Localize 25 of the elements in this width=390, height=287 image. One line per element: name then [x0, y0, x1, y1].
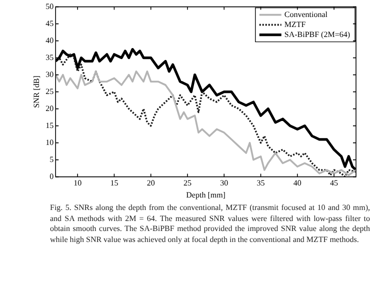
y-tick-label: 0 — [50, 172, 54, 181]
legend-label: SA-BiPBF (2M=64) — [284, 30, 350, 39]
y-tick-label: 25 — [46, 86, 54, 96]
x-tick-label: 10 — [74, 178, 82, 188]
y-tick-label: 35 — [46, 52, 54, 62]
x-tick-label: 25 — [183, 178, 192, 188]
x-tick-label: 15 — [110, 178, 118, 188]
x-tick-label: 45 — [330, 178, 338, 188]
y-tick-label: 45 — [46, 18, 54, 28]
x-axis-title: Depth [mm] — [186, 190, 226, 200]
y-tick-label: 10 — [46, 138, 54, 147]
y-tick-label: 15 — [46, 120, 54, 130]
x-tick-label: 35 — [256, 178, 265, 188]
y-tick-label: 50 — [46, 2, 54, 11]
caption: Fig. 5. SNRs along the depth from the conventional, MZTF (transmit focused at 10 and 30 mm), and SA methods with 2M = 64. The measured SNR values were filtered with low-pass filter to obtain smooth curves. The SA-BiPBF method provided the improved SNR value along the depth while high SNR value was achieved only at focal depth in the conventional and MZTF methods. — [50, 203, 370, 245]
y-axis-title: SNR [dB] — [32, 75, 41, 108]
y-tick-label: 40 — [46, 36, 54, 45]
y-tick-label: 30 — [46, 70, 54, 79]
y-tick-label: 5 — [50, 154, 54, 164]
y-tick-label: 20 — [46, 104, 54, 113]
legend-label: Conventional — [284, 10, 328, 19]
x-tick-label: 30 — [220, 178, 228, 188]
x-tick-label: 20 — [146, 178, 155, 188]
legend-label: MZTF — [284, 20, 306, 29]
x-tick-label: 40 — [293, 178, 302, 188]
